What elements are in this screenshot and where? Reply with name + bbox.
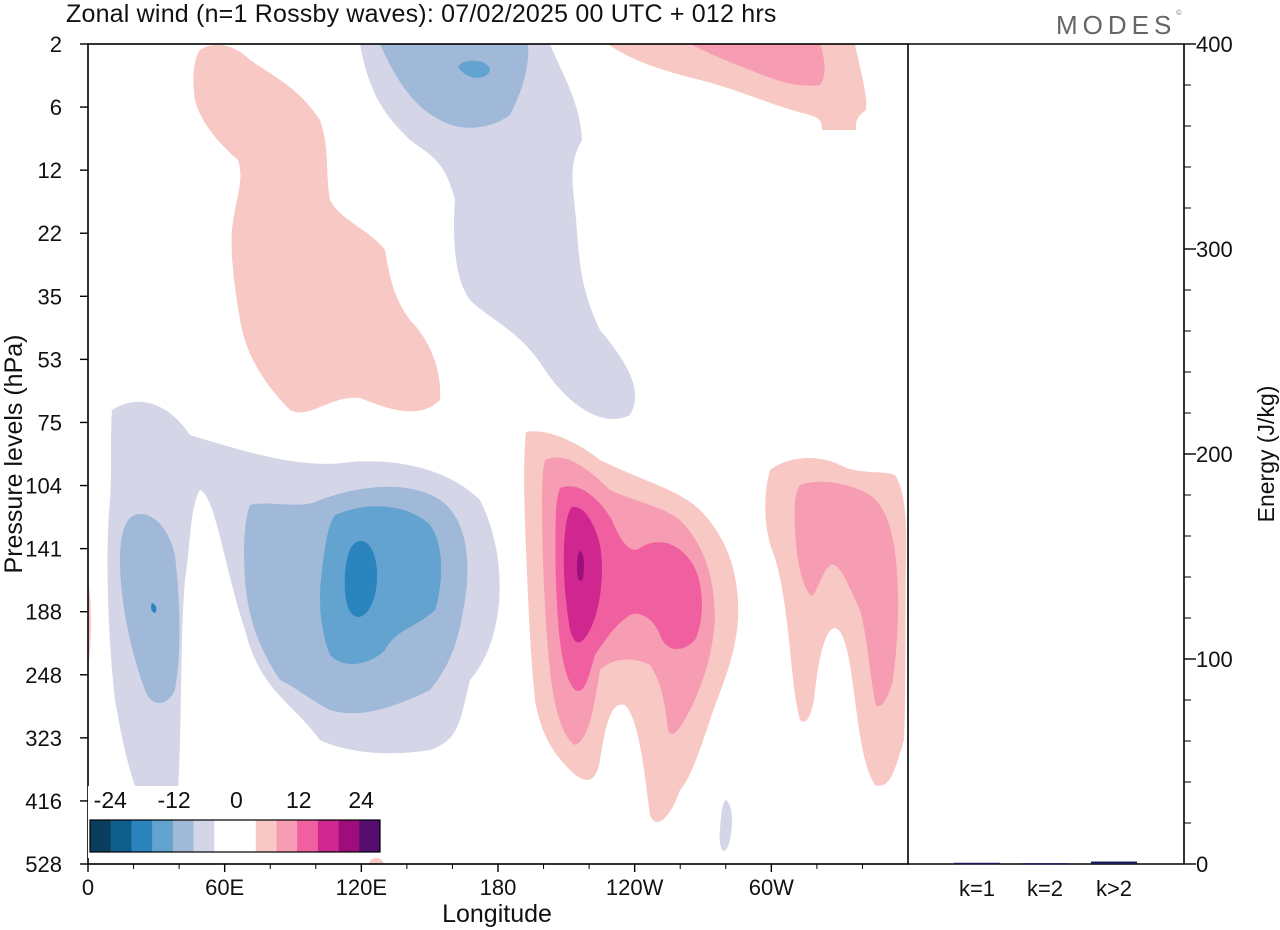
colorbar-swatch — [214, 820, 236, 852]
colorbar: -24 -12 0 12 24 — [88, 786, 384, 858]
energy-tick-label: 0 — [1196, 852, 1208, 877]
colorbar-swatch — [131, 820, 153, 852]
y-tick-label: 2 — [50, 32, 62, 57]
energy-category-label: k=2 — [1027, 876, 1063, 901]
x-tick-label: 180 — [480, 875, 517, 900]
chart-title: Zonal wind (n=1 Rossby waves): 07/02/202… — [66, 0, 777, 28]
contour-positive-mid-east — [794, 481, 899, 707]
x-tick-label: 0 — [82, 875, 94, 900]
energy-tick-label: 400 — [1196, 32, 1233, 57]
colorbar-swatch — [235, 820, 257, 852]
y-tick-label: 35 — [38, 284, 62, 309]
energy-bar — [1091, 861, 1137, 864]
colorbar-swatch — [338, 820, 360, 852]
colorbar-label: -24 — [94, 787, 127, 813]
colorbar-swatch — [90, 820, 112, 852]
y-tick-label: 53 — [38, 347, 62, 372]
brand-logo: MODES© — [1056, 10, 1182, 41]
energy-tick-label: 100 — [1196, 647, 1233, 672]
y-tick-label: 75 — [38, 410, 62, 435]
y-tick-label: 22 — [38, 221, 62, 246]
colorbar-frame — [89, 819, 381, 853]
contour-negative-core-east — [344, 540, 378, 617]
contour-negative-core-stratosphere — [458, 60, 490, 78]
x-tick-label: 60W — [749, 875, 794, 900]
energy-tick-label: 200 — [1196, 442, 1233, 467]
contour-positive-core-troposphere — [577, 551, 584, 581]
colorbar-swatch — [276, 820, 298, 852]
contour-negative-mid-stratosphere — [380, 44, 529, 128]
energy-category-label: k=1 — [959, 876, 995, 901]
y-tick-label: 323 — [25, 726, 62, 751]
colorbar-label: 24 — [348, 787, 374, 813]
energy-bar — [954, 862, 1000, 865]
energy-axis-label: Energy (J/kg) — [1253, 386, 1279, 523]
y-tick-label: 6 — [50, 95, 62, 120]
colorbar-swatch — [152, 820, 174, 852]
colorbar-swatch — [255, 820, 277, 852]
contour-negative-core-west — [151, 603, 157, 613]
energy-tick-label: 300 — [1196, 237, 1233, 262]
energy-bar — [1022, 863, 1068, 865]
colorbar-swatch — [297, 820, 319, 852]
contour-negative-light-stratosphere — [360, 44, 636, 419]
x-axis-label: Longitude — [442, 900, 552, 928]
x-tick-label: 120W — [606, 875, 664, 900]
y-tick-label: 104 — [25, 474, 62, 499]
brand-text: MODES — [1056, 10, 1177, 40]
y-axis-label: Pressure levels (hPa) — [0, 335, 28, 574]
pressure-axis: 2 6 12 22 35 53 75 104 141 188 248 323 416 528 — [25, 32, 88, 877]
colorbar-swatch — [193, 820, 215, 852]
contour-negative-small-lobe — [719, 800, 733, 851]
colorbar-label: -12 — [157, 787, 190, 813]
energy-category-label: k>2 — [1096, 876, 1132, 901]
contour-positive-light-stratosphere — [193, 44, 441, 413]
x-tick-label: 60E — [205, 875, 244, 900]
longitude-axis: 0 60E 120E 180 120W 60W — [82, 864, 863, 900]
contour-negative-strong-east — [320, 506, 442, 665]
colorbar-swatch — [172, 820, 194, 852]
y-tick-label: 248 — [25, 663, 62, 688]
colorbar-swatch — [317, 820, 339, 852]
y-tick-label: 528 — [25, 852, 62, 877]
brand-mark: © — [1176, 10, 1182, 17]
y-tick-label: 416 — [25, 789, 62, 814]
colorbar-swatch — [110, 820, 132, 852]
colorbar-label: 12 — [286, 787, 312, 813]
colorbar-label: 0 — [230, 787, 243, 813]
energy-bar-chart: 0 100 200 300 400 k=1 k=2 k>2 — [954, 32, 1233, 901]
y-tick-label: 141 — [25, 537, 62, 562]
contour-negative-mid-west — [120, 514, 180, 704]
y-tick-label: 12 — [38, 158, 62, 183]
contour-positive-mid-top — [690, 44, 825, 86]
x-tick-label: 120E — [336, 875, 387, 900]
colorbar-swatch — [359, 820, 381, 852]
y-tick-label: 188 — [25, 600, 62, 625]
contour-fields — [88, 44, 907, 865]
